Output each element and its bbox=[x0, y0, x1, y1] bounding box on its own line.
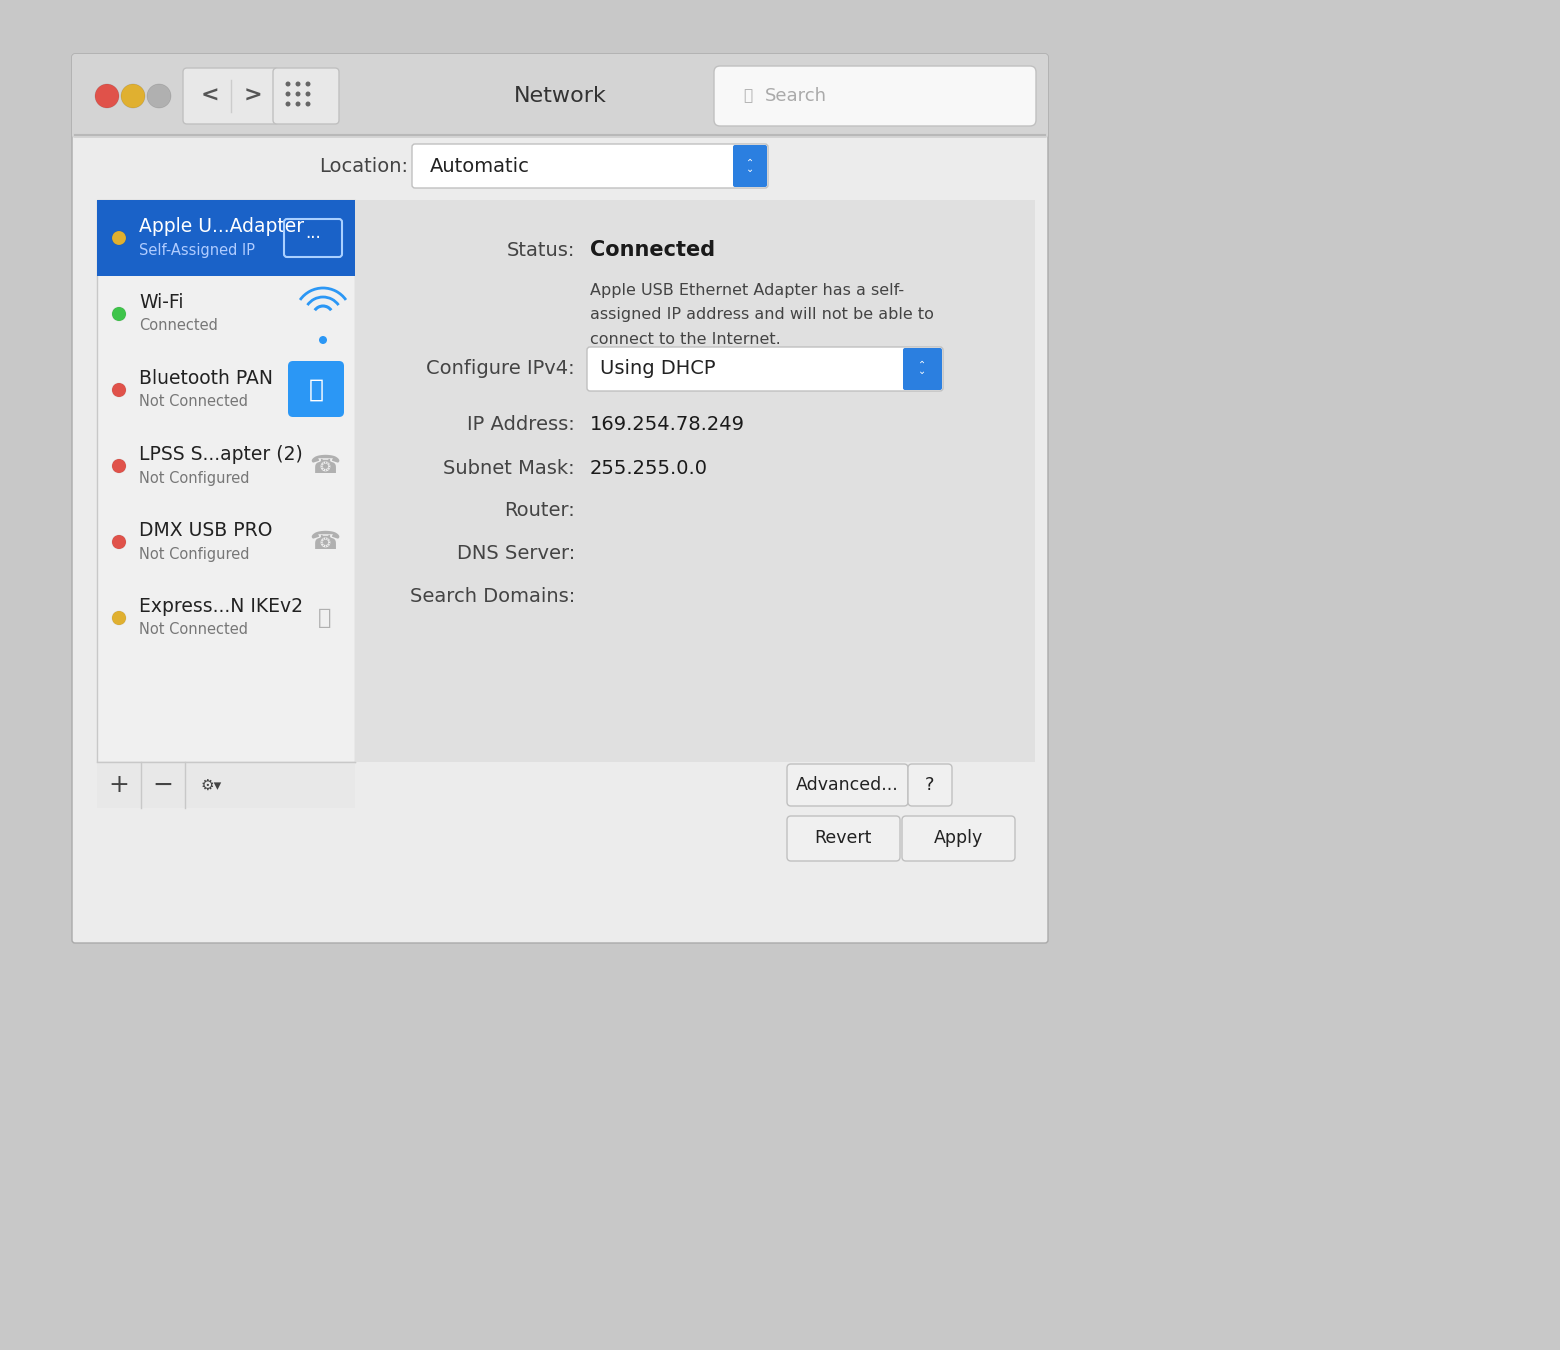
Text: ?: ? bbox=[925, 776, 934, 794]
Text: Connected: Connected bbox=[139, 319, 218, 333]
Circle shape bbox=[295, 81, 301, 86]
FancyBboxPatch shape bbox=[97, 200, 356, 761]
Text: Network: Network bbox=[513, 86, 607, 107]
Text: Apply: Apply bbox=[933, 829, 983, 846]
FancyBboxPatch shape bbox=[412, 144, 768, 188]
Circle shape bbox=[112, 383, 126, 397]
Text: LPSS S...apter (2): LPSS S...apter (2) bbox=[139, 444, 303, 463]
Text: Subnet Mask:: Subnet Mask: bbox=[443, 459, 576, 478]
FancyBboxPatch shape bbox=[786, 764, 908, 806]
Text: +: + bbox=[109, 774, 129, 796]
Text: Wi-Fi: Wi-Fi bbox=[139, 293, 184, 312]
Circle shape bbox=[306, 81, 310, 86]
Text: Bluetooth PAN: Bluetooth PAN bbox=[139, 369, 273, 387]
Circle shape bbox=[285, 92, 290, 96]
FancyBboxPatch shape bbox=[714, 66, 1036, 126]
Text: DNS Server:: DNS Server: bbox=[457, 544, 576, 563]
Text: Search: Search bbox=[764, 86, 827, 105]
Circle shape bbox=[112, 612, 126, 625]
Circle shape bbox=[147, 84, 172, 108]
Circle shape bbox=[285, 81, 290, 86]
Circle shape bbox=[95, 84, 119, 108]
Text: Advanced...: Advanced... bbox=[796, 776, 899, 794]
Circle shape bbox=[318, 336, 328, 344]
Text: Automatic: Automatic bbox=[431, 157, 530, 176]
Text: Revert: Revert bbox=[814, 829, 872, 846]
Text: 🔍: 🔍 bbox=[744, 89, 752, 104]
Text: assigned IP address and will not be able to: assigned IP address and will not be able… bbox=[590, 308, 934, 323]
Text: 255.255.0.0: 255.255.0.0 bbox=[590, 459, 708, 478]
Text: ⌃
⌄: ⌃ ⌄ bbox=[746, 158, 753, 174]
Text: ···: ··· bbox=[306, 230, 321, 247]
FancyBboxPatch shape bbox=[587, 347, 942, 391]
Circle shape bbox=[306, 92, 310, 96]
FancyBboxPatch shape bbox=[72, 54, 1048, 138]
Circle shape bbox=[122, 84, 145, 108]
Text: −: − bbox=[153, 774, 173, 796]
FancyBboxPatch shape bbox=[908, 764, 952, 806]
Circle shape bbox=[112, 535, 126, 549]
FancyBboxPatch shape bbox=[786, 815, 900, 861]
Text: Location:: Location: bbox=[318, 157, 409, 176]
Text: Status:: Status: bbox=[507, 240, 576, 259]
Text: 🔒: 🔒 bbox=[318, 608, 332, 628]
Circle shape bbox=[285, 101, 290, 107]
Text: Using DHCP: Using DHCP bbox=[601, 359, 716, 378]
Text: ᛒ: ᛒ bbox=[309, 378, 323, 402]
FancyBboxPatch shape bbox=[356, 200, 1034, 761]
Circle shape bbox=[306, 101, 310, 107]
Circle shape bbox=[112, 306, 126, 321]
Text: ☎: ☎ bbox=[309, 454, 340, 478]
Text: connect to the Internet.: connect to the Internet. bbox=[590, 332, 780, 347]
Text: Not Connected: Not Connected bbox=[139, 394, 248, 409]
Text: ⚙▾: ⚙▾ bbox=[200, 778, 222, 792]
Text: Connected: Connected bbox=[590, 240, 714, 261]
FancyBboxPatch shape bbox=[183, 68, 279, 124]
Text: Express...N IKEv2: Express...N IKEv2 bbox=[139, 597, 303, 616]
Circle shape bbox=[295, 101, 301, 107]
FancyBboxPatch shape bbox=[273, 68, 339, 124]
Text: Not Configured: Not Configured bbox=[139, 547, 250, 562]
FancyBboxPatch shape bbox=[72, 54, 1048, 944]
Text: Search Domains:: Search Domains: bbox=[410, 586, 576, 606]
FancyBboxPatch shape bbox=[733, 144, 768, 188]
FancyBboxPatch shape bbox=[289, 360, 345, 417]
Text: Router:: Router: bbox=[504, 501, 576, 520]
FancyBboxPatch shape bbox=[903, 348, 942, 390]
Circle shape bbox=[112, 231, 126, 244]
Text: Apple USB Ethernet Adapter has a self-: Apple USB Ethernet Adapter has a self- bbox=[590, 282, 905, 297]
FancyBboxPatch shape bbox=[97, 761, 356, 809]
Text: Self-Assigned IP: Self-Assigned IP bbox=[139, 243, 254, 258]
Text: Apple U...Adapter: Apple U...Adapter bbox=[139, 216, 304, 235]
Text: Configure IPv4:: Configure IPv4: bbox=[426, 359, 576, 378]
Circle shape bbox=[112, 459, 126, 472]
Text: Not Configured: Not Configured bbox=[139, 471, 250, 486]
Text: IP Address:: IP Address: bbox=[468, 416, 576, 435]
Text: ☎: ☎ bbox=[309, 531, 340, 554]
Text: Not Connected: Not Connected bbox=[139, 622, 248, 637]
Text: DMX USB PRO: DMX USB PRO bbox=[139, 521, 273, 540]
Text: <: < bbox=[201, 86, 220, 107]
FancyBboxPatch shape bbox=[902, 815, 1016, 861]
Text: ⌃
⌄: ⌃ ⌄ bbox=[917, 360, 927, 377]
Circle shape bbox=[295, 92, 301, 96]
FancyBboxPatch shape bbox=[97, 200, 356, 275]
Text: 169.254.78.249: 169.254.78.249 bbox=[590, 416, 746, 435]
Text: >: > bbox=[243, 86, 262, 107]
